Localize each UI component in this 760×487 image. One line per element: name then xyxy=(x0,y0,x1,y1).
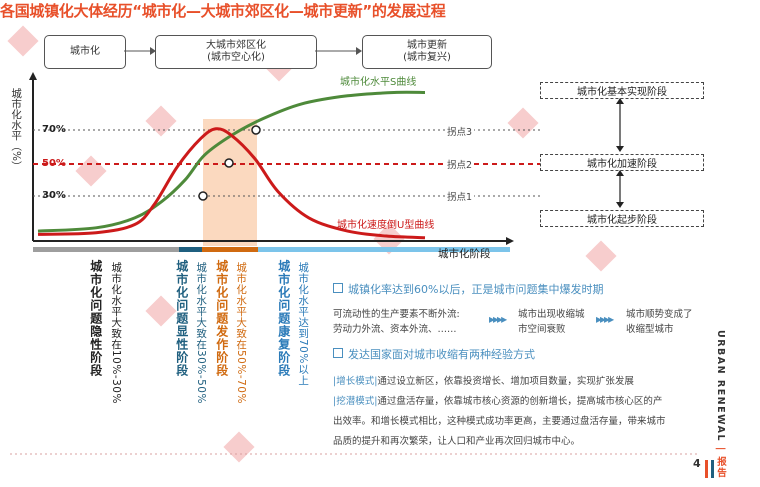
y-tick-50: 50% xyxy=(42,158,66,169)
arrow-down-icon xyxy=(616,202,624,208)
flow-box-label: 大城市郊区化 xyxy=(206,39,266,51)
section1-col3-line2: 收缩型城市 xyxy=(626,324,674,335)
inflection-label-2: 拐点2 xyxy=(445,157,475,171)
footer-bar-orange xyxy=(705,460,708,478)
arrow-up-icon xyxy=(616,98,624,104)
arrow-up-icon xyxy=(616,170,624,176)
mining-mode-line: |挖潜模式|通过盘活存量，依靠城市核心资源的创新增长，提高城市核心区的产 xyxy=(333,393,662,407)
phase-4-title: 城市化问题康复阶段 xyxy=(276,260,291,377)
flow-box-renewal: 城市更新 (城市复兴) xyxy=(362,35,492,69)
inflection-point-2 xyxy=(224,158,234,168)
section1-col2-line2: 市空间衰败 xyxy=(518,324,566,335)
stage-strip-visible xyxy=(179,247,202,252)
chevron-arrow-icon: ▸▸▸▸ xyxy=(489,312,507,326)
y-tick-30: 30% xyxy=(42,190,66,201)
growth-mode-text: 通过设立新区，依靠投资增长、增加项目数量，实现扩张发展 xyxy=(377,376,634,387)
section2-heading: 发达国家面对城市收缩有两种经验方式 xyxy=(333,346,535,362)
phase-3-desc: 城市化水平大致在50%-70% xyxy=(235,262,248,404)
footer xyxy=(10,453,714,478)
stage-strip-hidden xyxy=(33,247,179,252)
phase-2-title: 城市化问题显性阶段 xyxy=(174,260,189,377)
section1-col1-line1: 可流动性的生产要素不断外流: xyxy=(333,309,460,320)
phase-1-title: 城市化问题隐性阶段 xyxy=(88,260,103,377)
flow-box-suburbanization: 大城市郊区化 (城市空心化) xyxy=(155,35,317,69)
chart-ylabel: 城市化水平（%） xyxy=(10,88,23,172)
inflection-label-1: 拐点1 xyxy=(445,189,475,203)
phase-2-desc: 城市化水平大致在30%-50% xyxy=(195,262,208,404)
section1-col3-line1: 城市顺势变成了 xyxy=(626,309,693,320)
section1-col2-line1: 城市出现收缩城 xyxy=(518,309,585,320)
section2-heading-text: 发达国家面对城市收缩有两种经验方式 xyxy=(348,348,535,361)
phase-1-desc: 城市化水平大致在10%-30% xyxy=(110,262,123,404)
checkbox-icon xyxy=(333,348,343,358)
y-tick-70: 70% xyxy=(42,124,66,135)
stage-box-completed: 城市化基本实现阶段 xyxy=(540,82,704,99)
checkbox-icon xyxy=(333,283,343,293)
flow-box-sublabel: (城市复兴) xyxy=(403,52,451,63)
page-title: 各国城镇化大体经历“城市化—大城市郊区化—城市更新”的发展过程 xyxy=(0,2,446,20)
section2-line4: 品质的提升和再次繁荣，让人口和产业再次回归城市中心。 xyxy=(333,436,581,447)
page-number: 4 xyxy=(693,457,701,470)
axis-arrow-icon xyxy=(29,72,37,80)
highlight-band xyxy=(203,119,257,246)
mining-mode-tag: |挖潜模式| xyxy=(333,396,378,407)
arrow-head-icon xyxy=(150,47,156,55)
stage-arrows xyxy=(616,98,624,208)
flow-box-sublabel: (城市空心化) xyxy=(207,52,265,63)
u-curve-label: 城市化速度倒U型曲线 xyxy=(337,220,435,231)
stage-box-accelerating: 城市化加速阶段 xyxy=(540,154,704,171)
arrow-down-icon xyxy=(616,146,624,152)
mining-mode-text: 通过盘活存量，依靠城市核心资源的创新增长，提高城市核心区的产 xyxy=(377,396,663,407)
watermark-stamp xyxy=(585,240,617,272)
inflection-point-1 xyxy=(198,191,208,201)
flow-box-label: 城市化 xyxy=(70,45,100,57)
section2-line3: 出效率。和增长模式相比，这种模式成功率更高，主要通过盘活存量，带来城市 xyxy=(333,416,666,427)
stage-box-label: 城市化基本实现阶段 xyxy=(577,87,667,98)
section1-heading: 城镇化率达到60%以后，正是城市问题集中爆发时期 xyxy=(333,281,603,297)
stage-box-label: 城市化起步阶段 xyxy=(587,215,657,226)
stage-strip-outbreak xyxy=(202,247,258,252)
stage-box-label: 城市化加速阶段 xyxy=(587,159,657,170)
urbanization-chart xyxy=(29,72,540,252)
watermark-stamp xyxy=(145,295,177,327)
growth-mode-tag: |增长模式| xyxy=(333,376,378,387)
phase-3-title: 城市化问题发作阶段 xyxy=(214,260,229,377)
u-curve-line xyxy=(37,127,426,240)
chart-xlabel: 城市化阶段 xyxy=(438,248,491,260)
s-curve-label: 城市化水平S曲线 xyxy=(340,77,417,88)
footer-bar-blue xyxy=(711,460,714,478)
section1-heading-text: 城镇化率达到60%以后，正是城市问题集中爆发时期 xyxy=(348,283,604,296)
side-brand-text: URBAN RENEWAL xyxy=(715,330,726,443)
inflection-label-3: 拐点3 xyxy=(445,124,475,138)
s-curve-line xyxy=(37,90,426,233)
flow-box-urbanization: 城市化 xyxy=(44,35,126,69)
axis-arrow-icon xyxy=(506,237,514,245)
side-brand-tag: 报告 xyxy=(715,456,726,479)
arrow-head-icon xyxy=(356,47,362,55)
flow-box-label: 城市更新 xyxy=(407,39,447,51)
inflection-point-3 xyxy=(251,125,261,135)
side-brand: URBAN RENEWAL | 报告 xyxy=(715,330,726,479)
phase-4-desc: 城市化水平达到70%以上 xyxy=(297,262,310,386)
chevron-arrow-icon: ▸▸▸▸ xyxy=(596,312,614,326)
flow-arrows xyxy=(124,47,362,55)
section1-col1-line2: 劳动力外流、资本外流、…… xyxy=(333,324,457,335)
stage-strip-recovery xyxy=(258,247,510,252)
growth-mode-line: |增长模式|通过设立新区，依靠投资增长、增加项目数量，实现扩张发展 xyxy=(333,373,634,387)
stage-box-starting: 城市化起步阶段 xyxy=(540,210,704,227)
